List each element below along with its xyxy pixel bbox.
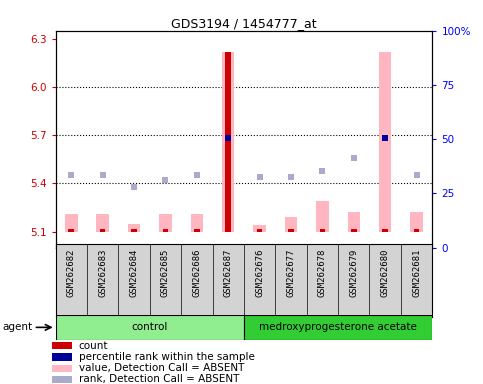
Text: value, Detection Call = ABSENT: value, Detection Call = ABSENT (79, 363, 244, 373)
Bar (226, 51, 231, 232)
Text: GSM262687: GSM262687 (224, 249, 233, 297)
Text: control: control (131, 322, 168, 333)
Bar (128, 223, 141, 232)
Bar (348, 212, 360, 232)
Text: GSM262680: GSM262680 (381, 249, 390, 297)
Text: medroxyprogesterone acetate: medroxyprogesterone acetate (259, 322, 417, 333)
FancyBboxPatch shape (244, 315, 432, 340)
Bar (97, 214, 109, 232)
Bar (257, 229, 262, 232)
Text: rank, Detection Call = ABSENT: rank, Detection Call = ABSENT (79, 374, 239, 384)
Bar (131, 229, 137, 232)
Bar (190, 214, 203, 232)
Bar (69, 229, 74, 232)
Bar (379, 51, 391, 232)
Title: GDS3194 / 1454777_at: GDS3194 / 1454777_at (171, 17, 317, 30)
Text: percentile rank within the sample: percentile rank within the sample (79, 352, 255, 362)
Bar (52, 342, 72, 349)
Bar (222, 51, 235, 232)
Bar (351, 229, 356, 232)
Bar (316, 201, 329, 232)
Text: GSM262683: GSM262683 (98, 249, 107, 297)
Text: GSM262678: GSM262678 (318, 249, 327, 297)
FancyBboxPatch shape (56, 315, 244, 340)
Text: GSM262679: GSM262679 (349, 249, 358, 297)
Bar (414, 229, 419, 232)
Bar (52, 364, 72, 372)
Text: GSM262677: GSM262677 (286, 249, 296, 297)
Text: GSM262685: GSM262685 (161, 249, 170, 297)
Bar (100, 229, 105, 232)
Bar (411, 212, 423, 232)
Bar (65, 214, 78, 232)
Text: GSM262684: GSM262684 (129, 249, 139, 297)
Text: GSM262686: GSM262686 (192, 249, 201, 297)
Text: count: count (79, 341, 108, 351)
Bar (159, 214, 172, 232)
Bar (194, 229, 199, 232)
Bar (320, 229, 325, 232)
Bar (288, 229, 294, 232)
Text: GSM262682: GSM262682 (67, 249, 76, 297)
Bar (163, 229, 168, 232)
Bar (52, 376, 72, 383)
Text: GSM262681: GSM262681 (412, 249, 421, 297)
Bar (253, 225, 266, 232)
Bar (383, 229, 388, 232)
Text: GSM262676: GSM262676 (255, 249, 264, 297)
Bar (285, 217, 298, 232)
Text: agent: agent (2, 322, 32, 332)
Bar (52, 353, 72, 361)
